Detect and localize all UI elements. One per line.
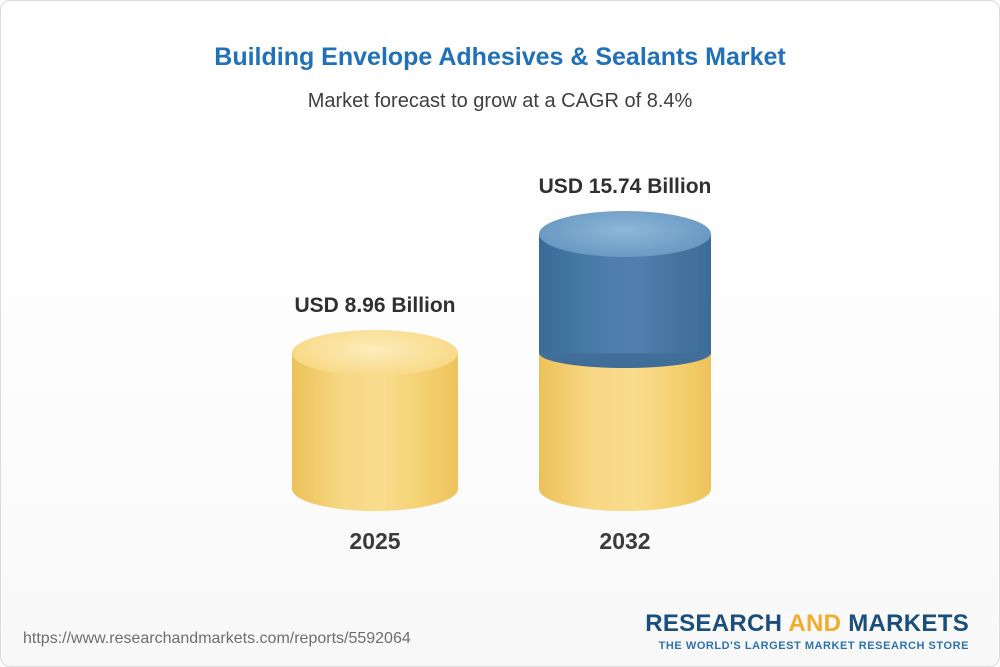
value-label-2025: USD 8.96 Billion [294, 294, 456, 317]
cylinder-2032-base-segment [539, 353, 711, 511]
report-url: https://www.researchandmarkets.com/repor… [23, 630, 411, 647]
year-label-2032: 2032 [599, 528, 651, 554]
logo-word-and: AND [788, 609, 842, 637]
cylinder-2025 [292, 330, 458, 511]
cylinder-2032 [539, 211, 711, 511]
logo-word-markets: MARKETS [848, 609, 969, 637]
page-subtitle: Market forecast to grow at a CAGR of 8.4… [307, 90, 693, 112]
year-label-2025: 2025 [349, 528, 401, 554]
cylinder-2032-top-face [539, 211, 711, 257]
page-title: Building Envelope Adhesives & Sealants M… [214, 43, 786, 71]
research-and-markets-logo: RESEARCH AND MARKETS THE WORLD'S LARGEST… [645, 609, 969, 652]
logo-wordmark: RESEARCH AND MARKETS [645, 609, 969, 637]
cylinder-2025-body [292, 353, 458, 511]
logo-word-research: RESEARCH [645, 609, 783, 637]
value-label-2032: USD 15.74 Billion [538, 175, 712, 198]
logo-tagline: THE WORLD'S LARGEST MARKET RESEARCH STOR… [658, 640, 969, 652]
cylinder-2025-top-face [292, 330, 458, 376]
